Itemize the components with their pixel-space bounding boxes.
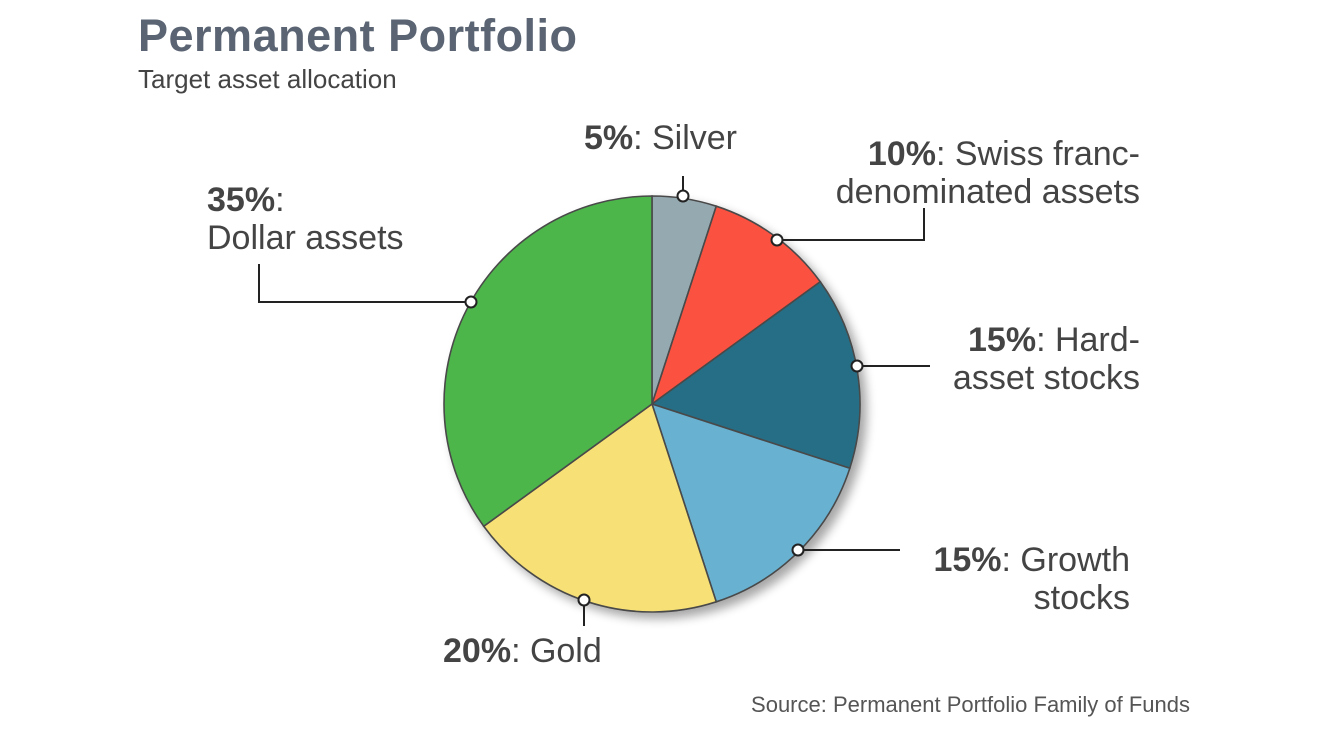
slice-percent: 20% (443, 632, 511, 670)
slice-label: 20%: Gold (443, 632, 602, 670)
slice-percent: 5% (584, 119, 633, 157)
slice-label: 10%: Swiss franc- (868, 135, 1140, 173)
leader-dot (770, 233, 784, 247)
slice-label: denominated assets (836, 173, 1140, 211)
leader-dot (577, 593, 591, 607)
slice-percent: 15% (933, 541, 1001, 579)
source-note: Source: Permanent Portfolio Family of Fu… (751, 692, 1190, 717)
leader-line (777, 208, 925, 241)
slice-percent: 10% (868, 135, 936, 173)
pie-slice (443, 195, 653, 528)
slice-label: Dollar assets (207, 219, 404, 257)
slice-label: 35%: (207, 181, 285, 219)
chart-title: Permanent Portfolio (138, 10, 578, 61)
chart-subtitle: Target asset allocation (138, 64, 397, 94)
slice-label: stocks (1034, 579, 1130, 617)
slice-label: 15%: Growth (933, 541, 1130, 579)
leader-dot (676, 189, 690, 203)
slice-percent: 35% (207, 181, 275, 219)
leader-dot (850, 359, 864, 373)
slice-label: 5%: Silver (584, 119, 737, 157)
leader-dot (791, 543, 805, 557)
leader-line (258, 264, 471, 303)
slice-percent: 15% (968, 321, 1036, 359)
slice-label: asset stocks (953, 359, 1140, 397)
slice-label: 15%: Hard- (968, 321, 1140, 359)
leader-dot (464, 295, 478, 309)
